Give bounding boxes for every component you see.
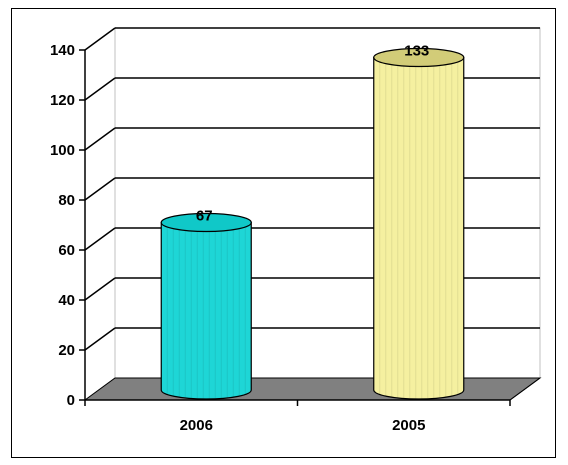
data-labels: 67 133 xyxy=(196,43,429,225)
x-tick-label: 2005 xyxy=(392,417,425,434)
y-tick-label: 80 xyxy=(58,192,75,209)
floor xyxy=(83,377,542,401)
value-axis: 0 20 40 60 80 100 120 140 xyxy=(50,42,511,409)
y-tick-label: 100 xyxy=(50,142,75,159)
x-tick-label: 2006 xyxy=(180,417,213,434)
gridline-side xyxy=(84,27,116,51)
y-tick-label: 40 xyxy=(58,292,75,309)
chart-walls xyxy=(84,27,541,401)
gridline-side xyxy=(84,127,116,151)
category-axis-labels: 2006 2005 xyxy=(180,417,426,434)
bar-2006 xyxy=(160,221,252,400)
y-tick-label: 120 xyxy=(50,92,75,109)
gridline-side xyxy=(84,327,116,351)
y-tick-label: 60 xyxy=(58,242,75,259)
bar-top-2006 xyxy=(160,212,252,233)
gridline-side xyxy=(84,77,116,101)
floor-right-edge xyxy=(509,377,541,401)
side-wall xyxy=(84,27,116,401)
y-tick-label: 20 xyxy=(58,342,75,359)
gridline-side xyxy=(84,177,116,201)
chart-floor xyxy=(83,377,542,401)
gridline-side xyxy=(84,227,116,251)
bars xyxy=(160,47,465,400)
y-tick-label: 140 xyxy=(50,42,75,59)
y-tick-label: 0 xyxy=(67,392,75,409)
bar-top-2005 xyxy=(373,47,465,68)
bar-2005 xyxy=(373,56,465,400)
data-label-2006: 67 xyxy=(196,208,213,225)
gridline-side xyxy=(84,277,116,301)
data-label-2005: 133 xyxy=(404,43,429,60)
